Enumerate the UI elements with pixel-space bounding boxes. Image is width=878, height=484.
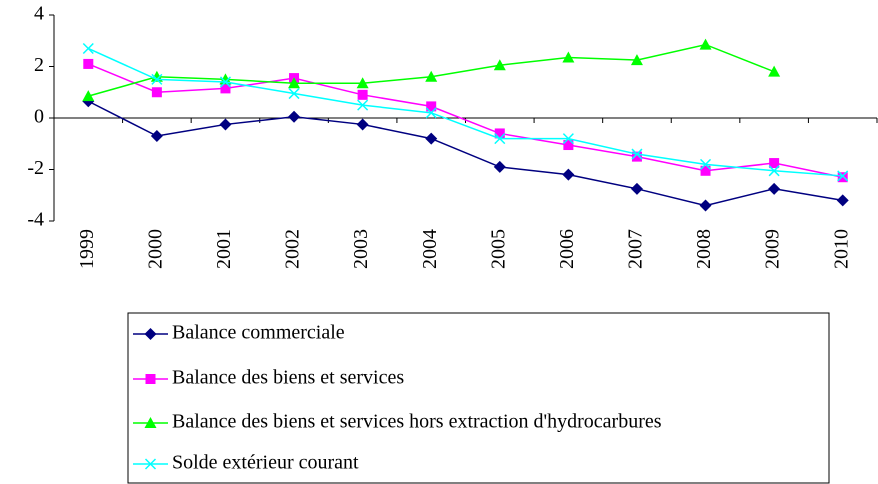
marker — [562, 133, 574, 145]
marker — [700, 165, 711, 176]
marker — [288, 77, 301, 89]
marker — [562, 51, 575, 63]
marker — [563, 140, 574, 151]
marker — [426, 101, 437, 112]
x-tick-label: 2007 — [625, 229, 647, 269]
y-tick-label: -2 — [27, 157, 44, 179]
x-tick-label: 2010 — [830, 229, 852, 269]
marker — [220, 83, 231, 94]
marker — [151, 73, 163, 85]
marker — [630, 54, 643, 66]
marker — [82, 42, 94, 55]
marker — [837, 170, 849, 182]
marker — [494, 133, 506, 145]
marker — [356, 77, 369, 89]
marker — [357, 99, 369, 111]
marker — [630, 182, 643, 195]
legend-entry: Balance commerciale — [133, 322, 345, 344]
marker — [150, 130, 163, 143]
x-tick-label: 2002 — [282, 229, 304, 269]
legend-box — [127, 312, 830, 484]
marker — [700, 158, 712, 170]
marker — [144, 417, 157, 428]
marker — [219, 76, 231, 88]
marker — [357, 89, 368, 100]
marker — [769, 158, 780, 169]
x-tick-label: 2004 — [419, 229, 441, 269]
marker — [631, 148, 643, 160]
marker — [562, 168, 575, 181]
x-tick-label: 1999 — [76, 229, 98, 269]
legend-label: Balance des biens et services hors extra… — [172, 411, 662, 433]
marker — [836, 194, 849, 207]
y-tick-label: 0 — [34, 106, 44, 128]
marker — [145, 374, 156, 384]
marker — [425, 70, 438, 82]
legend-label: Solde extérieur courant — [172, 452, 359, 474]
marker — [151, 87, 162, 98]
legend-entry: Balance des biens et services hors extra… — [133, 411, 662, 433]
marker — [493, 59, 506, 71]
marker — [83, 58, 94, 69]
marker — [494, 128, 505, 139]
marker — [768, 182, 781, 195]
x-tick-label: 2008 — [693, 229, 715, 269]
marker — [425, 107, 437, 119]
y-tick-label: 2 — [34, 54, 44, 76]
legend-entry: Balance des biens et services — [133, 367, 404, 389]
marker — [837, 172, 848, 183]
marker — [699, 199, 712, 212]
y-tick-label: 4 — [34, 3, 44, 25]
legend-label: Balance des biens et services — [172, 367, 404, 389]
marker — [356, 118, 369, 131]
marker — [82, 90, 95, 102]
x-tick-label: 2006 — [556, 229, 578, 269]
legend-label: Balance commerciale — [172, 322, 345, 344]
x-tick-label: 2001 — [213, 229, 235, 269]
series-line — [88, 43, 775, 97]
marker — [219, 118, 232, 131]
marker — [768, 165, 780, 177]
series-line — [87, 100, 843, 207]
marker — [425, 132, 438, 145]
x-tick-label: 2009 — [762, 229, 784, 269]
x-tick-label: 2003 — [350, 229, 372, 269]
series-line — [88, 63, 843, 178]
marker — [493, 160, 506, 173]
marker — [288, 110, 301, 123]
marker — [288, 88, 300, 100]
x-tick-label: 2005 — [487, 229, 509, 269]
marker — [144, 458, 157, 470]
marker — [768, 65, 781, 77]
marker — [631, 151, 642, 162]
y-tick-label: -4 — [27, 209, 44, 231]
legend-entry: Solde extérieur courant — [133, 452, 359, 474]
series-line — [87, 47, 843, 177]
marker — [144, 328, 157, 340]
marker — [699, 38, 712, 50]
x-tick-label: 2000 — [144, 229, 166, 269]
